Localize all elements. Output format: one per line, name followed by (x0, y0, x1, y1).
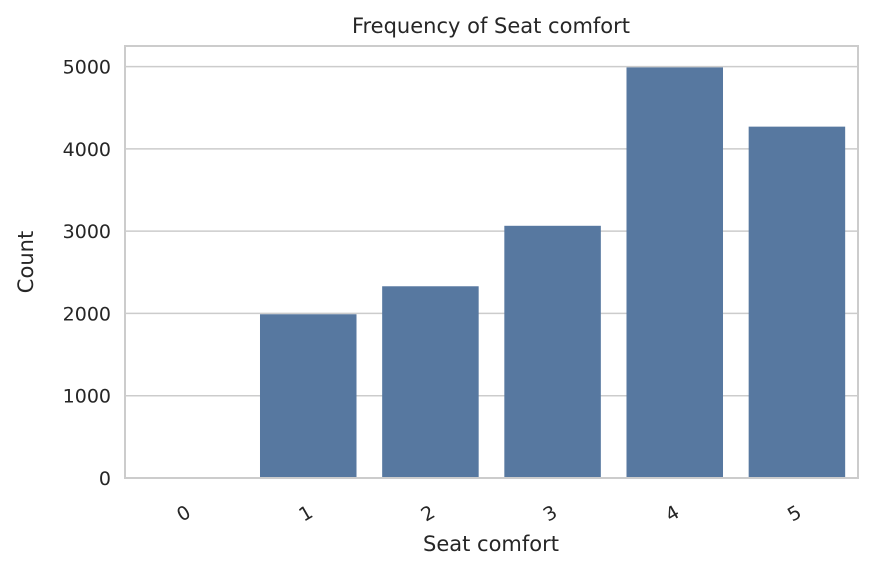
y-grid-lines (125, 65, 858, 479)
x-tick-labels: 0 1 2 3 4 5 (173, 501, 805, 526)
bar-5 (748, 126, 846, 478)
bars (137, 67, 846, 478)
x-tick-label-0: 0 (173, 501, 194, 526)
y-tick-label: 5000 (63, 57, 111, 79)
y-axis-label: Count (14, 231, 38, 293)
y-tick-label: 2000 (63, 303, 111, 325)
x-tick-label-2: 2 (417, 501, 438, 526)
bar-4 (626, 67, 724, 478)
x-tick-label-5: 5 (784, 501, 805, 526)
y-tick-label: 4000 (63, 139, 111, 161)
bar-2 (382, 286, 479, 478)
y-tick-label: 1000 (63, 386, 111, 408)
x-tick-label-4: 4 (662, 501, 683, 526)
y-tick-labels: 0 1000 2000 3000 4000 5000 (63, 57, 111, 490)
chart-title: Frequency of Seat comfort (352, 14, 630, 38)
y-tick-label: 3000 (63, 221, 111, 243)
x-tick-label-3: 3 (540, 501, 561, 526)
x-axis-label: Seat comfort (423, 532, 559, 556)
plot-frame (124, 45, 859, 479)
bar-3 (504, 225, 601, 478)
y-tick-label: 0 (99, 468, 111, 490)
bar-1 (259, 314, 357, 478)
x-tick-label-1: 1 (295, 501, 316, 526)
